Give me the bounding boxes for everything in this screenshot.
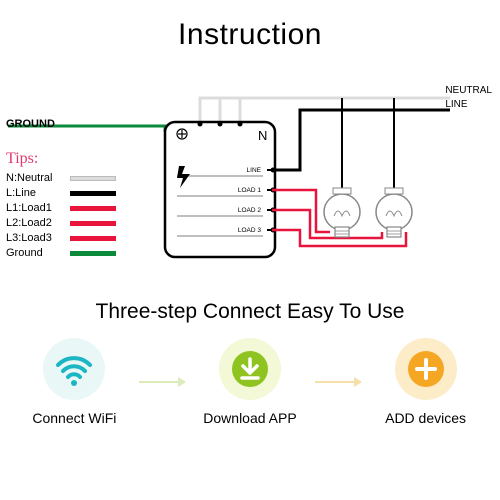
svg-text:LINE: LINE [247, 167, 262, 174]
tips-row: L2:Load2 [6, 217, 116, 229]
wifi-icon [43, 338, 105, 400]
page-title: Instruction [0, 0, 500, 52]
right-wire-labels: NEUTRAL LINE [445, 84, 492, 112]
tips-row-label: Ground [6, 247, 64, 259]
subtitle: Three-step Connect Easy To Use [0, 300, 500, 324]
tips-row-swatch [70, 221, 116, 226]
ground-label: GROUND [6, 118, 55, 130]
tips-legend: Tips: N:Neutral L:Line L1:Load1 L2:Load2 L3:… [6, 150, 116, 262]
step-3: ADD devices [366, 338, 486, 426]
wiring-diagram: N LINE LOAD 1 LOAD 2 LOAD 3 NEUTRAL LINE GRO… [0, 62, 500, 292]
tips-title: Tips: [6, 150, 116, 168]
svg-text:LOAD 3: LOAD 3 [238, 227, 262, 234]
tips-row-label: L1:Load1 [6, 202, 64, 214]
download-icon [219, 338, 281, 400]
neutral-label: NEUTRAL [445, 84, 492, 98]
tips-row-label: L:Line [6, 187, 64, 199]
tips-row-swatch [70, 191, 116, 196]
tips-row: L3:Load3 [6, 232, 116, 244]
tips-row: N:Neutral [6, 172, 116, 184]
tips-row-swatch [70, 206, 116, 211]
steps-row: Connect WiFi Download APP ADD devices [0, 338, 500, 426]
arrow-icon [139, 381, 185, 383]
tips-row-label: N:Neutral [6, 172, 64, 184]
step-2: Download APP [190, 338, 310, 426]
step-1: Connect WiFi [14, 338, 134, 426]
tips-row-label: L3:Load3 [6, 232, 64, 244]
plus-icon [395, 338, 457, 400]
svg-text:LOAD 1: LOAD 1 [238, 187, 262, 194]
tips-row: L:Line [6, 187, 116, 199]
line-label: LINE [445, 98, 492, 112]
arrow-icon [315, 381, 361, 383]
tips-row-swatch [70, 251, 116, 256]
svg-text:LOAD 2: LOAD 2 [238, 207, 262, 214]
tips-row: L1:Load1 [6, 202, 116, 214]
step-2-label: Download APP [203, 410, 296, 426]
svg-text:N: N [258, 128, 267, 143]
tips-row-swatch [70, 176, 116, 181]
tips-row-swatch [70, 236, 116, 241]
step-3-label: ADD devices [385, 410, 466, 426]
tips-row-label: L2:Load2 [6, 217, 64, 229]
step-1-label: Connect WiFi [32, 410, 116, 426]
tips-row: Ground [6, 247, 116, 259]
